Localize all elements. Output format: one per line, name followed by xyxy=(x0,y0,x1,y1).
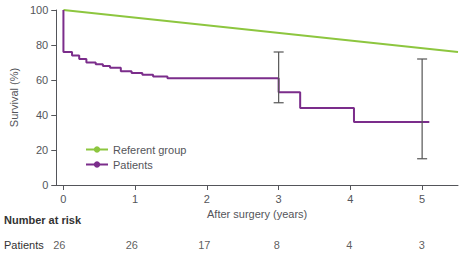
svg-text:40: 40 xyxy=(36,109,48,121)
svg-text:80: 80 xyxy=(36,39,48,51)
svg-text:Patients: Patients xyxy=(4,239,44,251)
svg-text:3: 3 xyxy=(419,239,425,251)
svg-text:3: 3 xyxy=(276,193,282,205)
svg-text:0: 0 xyxy=(42,179,48,191)
svg-text:0: 0 xyxy=(60,193,66,205)
svg-text:Patients: Patients xyxy=(113,159,153,171)
svg-text:Referent group: Referent group xyxy=(113,144,186,156)
svg-text:4: 4 xyxy=(347,193,353,205)
svg-text:1: 1 xyxy=(132,193,138,205)
svg-text:8: 8 xyxy=(274,239,280,251)
svg-text:4: 4 xyxy=(346,239,352,251)
svg-text:5: 5 xyxy=(419,193,425,205)
svg-text:26: 26 xyxy=(126,239,138,251)
svg-text:26: 26 xyxy=(53,239,65,251)
svg-text:Number at risk: Number at risk xyxy=(4,214,82,226)
svg-text:20: 20 xyxy=(36,144,48,156)
svg-text:After surgery (years): After surgery (years) xyxy=(207,208,307,220)
svg-text:2: 2 xyxy=(204,193,210,205)
svg-text:60: 60 xyxy=(36,74,48,86)
svg-text:Survival (%): Survival (%) xyxy=(8,68,20,127)
svg-text:17: 17 xyxy=(198,239,210,251)
svg-text:100: 100 xyxy=(30,4,48,16)
